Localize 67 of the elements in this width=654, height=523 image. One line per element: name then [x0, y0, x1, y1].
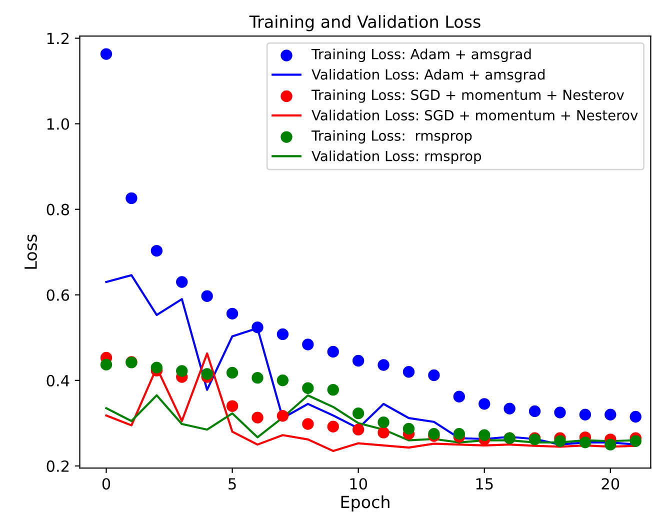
legend-label: Training Loss: SGD + momentum + Nesterov: [311, 89, 624, 103]
point: [630, 410, 642, 423]
point: [504, 402, 516, 414]
point: [478, 398, 490, 410]
x-tick-label: 0: [102, 478, 110, 490]
point: [252, 322, 264, 334]
y-axis-title: Loss: [24, 234, 37, 269]
point: [252, 412, 264, 424]
legend-label: Training Loss: rmsprop: [311, 130, 472, 144]
point: [554, 406, 566, 418]
point: [378, 416, 390, 428]
chart-title: Training and Validation Loss: [249, 15, 480, 32]
point: [352, 354, 364, 367]
point: [528, 405, 541, 418]
legend-label: Validation Loss: SGD + momentum + Nesterov: [312, 110, 638, 120]
point: [226, 400, 238, 412]
point: [302, 418, 314, 430]
point: [478, 429, 490, 441]
point: [453, 390, 465, 402]
point: [176, 365, 188, 377]
point: [327, 384, 339, 396]
point: [150, 362, 163, 374]
point: [176, 276, 188, 288]
x-axis-title: Epoch: [341, 495, 390, 512]
point: [226, 366, 238, 379]
legend-label: Validation Loss: rmsprop: [312, 150, 482, 164]
point: [276, 410, 289, 422]
point: [126, 192, 138, 204]
y-tick-label: 0.8: [46, 204, 70, 216]
point: [327, 346, 339, 358]
x-tick-label: 15: [476, 478, 493, 490]
x-tick-label: 5: [228, 478, 236, 490]
legend-label: Validation Loss: Adam + amsgrad: [312, 68, 545, 82]
point: [252, 372, 264, 384]
point: [453, 428, 465, 440]
y-tick-label: 1.2: [47, 32, 69, 44]
y-tick-label: 0.4: [46, 374, 70, 386]
point: [352, 407, 364, 420]
point: [378, 426, 390, 438]
legend-label: Training Loss: Adam + amsgrad: [311, 48, 531, 62]
point: [579, 408, 592, 420]
point: [579, 436, 592, 448]
x-tick-label: 10: [350, 478, 368, 490]
y-tick-label: 0.6: [46, 289, 70, 301]
point: [428, 369, 440, 382]
point: [630, 435, 642, 447]
point: [604, 408, 616, 420]
point: [302, 382, 314, 394]
y-tick-label: 0.2: [46, 460, 69, 472]
point: [378, 359, 390, 371]
point: [276, 328, 289, 340]
point: [201, 290, 213, 302]
point: [554, 435, 566, 447]
point: [402, 366, 415, 378]
point: [604, 438, 616, 450]
point: [100, 48, 112, 60]
point: [100, 358, 112, 370]
point: [402, 422, 415, 435]
point: [327, 420, 339, 432]
y-tick-label: 1.0: [47, 118, 70, 130]
point: [226, 308, 238, 320]
point: [352, 424, 364, 436]
x-tick-label: 20: [602, 478, 620, 490]
point: [201, 368, 213, 380]
point: [302, 338, 314, 350]
point: [276, 374, 289, 386]
point: [150, 244, 163, 257]
